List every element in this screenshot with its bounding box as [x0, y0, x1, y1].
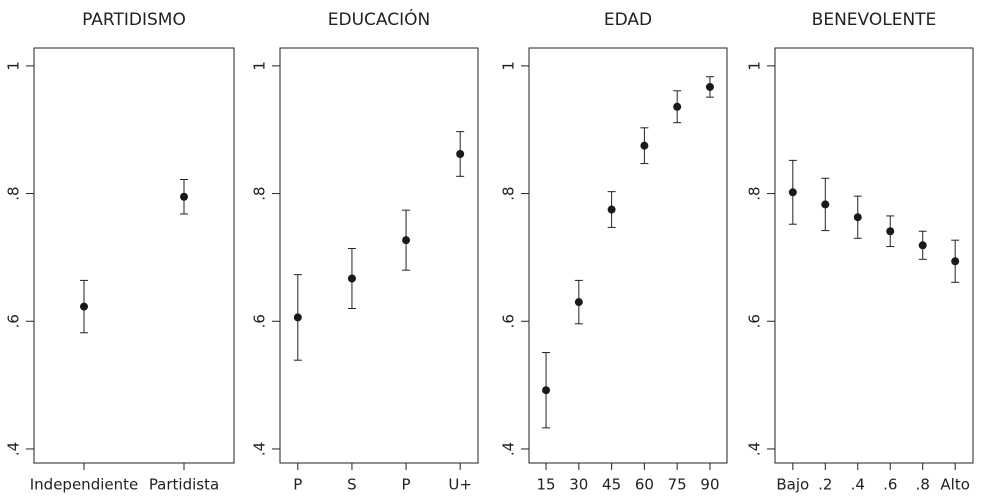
x-tick-label: .6: [883, 476, 897, 494]
y-tick-label: .8: [500, 186, 518, 200]
x-tick-label: .8: [916, 476, 930, 494]
point: [705, 82, 714, 91]
x-tick-label: Alto: [940, 476, 970, 494]
y-tick-label: .6: [251, 314, 269, 328]
y-tick-label: .4: [500, 442, 518, 456]
x-tick-label: U+: [448, 476, 472, 494]
point: [821, 200, 830, 209]
x-tick-label: .2: [818, 476, 832, 494]
x-tick-label: 45: [602, 476, 621, 494]
panel-title: BENEVOLENTE: [812, 10, 937, 30]
point: [180, 192, 188, 201]
point: [853, 213, 862, 222]
point: [542, 386, 551, 395]
plot-frame: [774, 47, 974, 464]
point: [347, 274, 356, 283]
x-tick-label: Independiente: [30, 476, 138, 494]
plot-frame: [279, 47, 479, 464]
y-tick-label: .6: [5, 314, 23, 328]
point: [918, 241, 927, 250]
x-tick-label: .4: [851, 476, 865, 494]
y-tick-label: .8: [5, 186, 23, 200]
y-tick-label: .4: [5, 442, 23, 456]
panel-title: EDAD: [604, 10, 652, 30]
point: [293, 313, 302, 322]
y-tick-label: 1: [5, 61, 23, 71]
panel-title: EDUCACIÓN: [328, 8, 430, 30]
panel-title: PARTIDISMO: [82, 10, 186, 30]
y-tick-label: 1: [500, 61, 518, 71]
point: [402, 236, 411, 245]
x-tick-label: S: [347, 476, 357, 494]
x-tick-label: P: [402, 476, 411, 494]
point: [574, 298, 583, 307]
x-tick-label: 30: [569, 476, 588, 494]
y-tick-label: 1: [746, 61, 764, 71]
x-tick-label: Bajo: [776, 476, 809, 494]
y-tick-label: .6: [500, 314, 518, 328]
plot-frame: [528, 47, 728, 464]
x-tick-label: 75: [668, 476, 687, 494]
y-tick-label: 1: [251, 61, 269, 71]
y-tick-label: .8: [251, 186, 269, 200]
point: [788, 188, 797, 197]
y-tick-label: .8: [746, 186, 764, 200]
x-tick-label: 60: [635, 476, 654, 494]
x-tick-label: 15: [536, 476, 555, 494]
point: [673, 102, 682, 111]
point: [640, 141, 649, 150]
point: [80, 302, 88, 311]
point: [886, 227, 895, 236]
y-tick-label: .6: [746, 314, 764, 328]
y-tick-label: .4: [251, 442, 269, 456]
point: [951, 257, 960, 266]
point: [607, 205, 616, 214]
y-tick-label: .4: [746, 442, 764, 456]
x-tick-label: 90: [700, 476, 719, 494]
point: [456, 149, 465, 158]
x-tick-label: Partidista: [149, 476, 219, 494]
plot-frame: [33, 47, 235, 464]
x-tick-label: P: [293, 476, 302, 494]
